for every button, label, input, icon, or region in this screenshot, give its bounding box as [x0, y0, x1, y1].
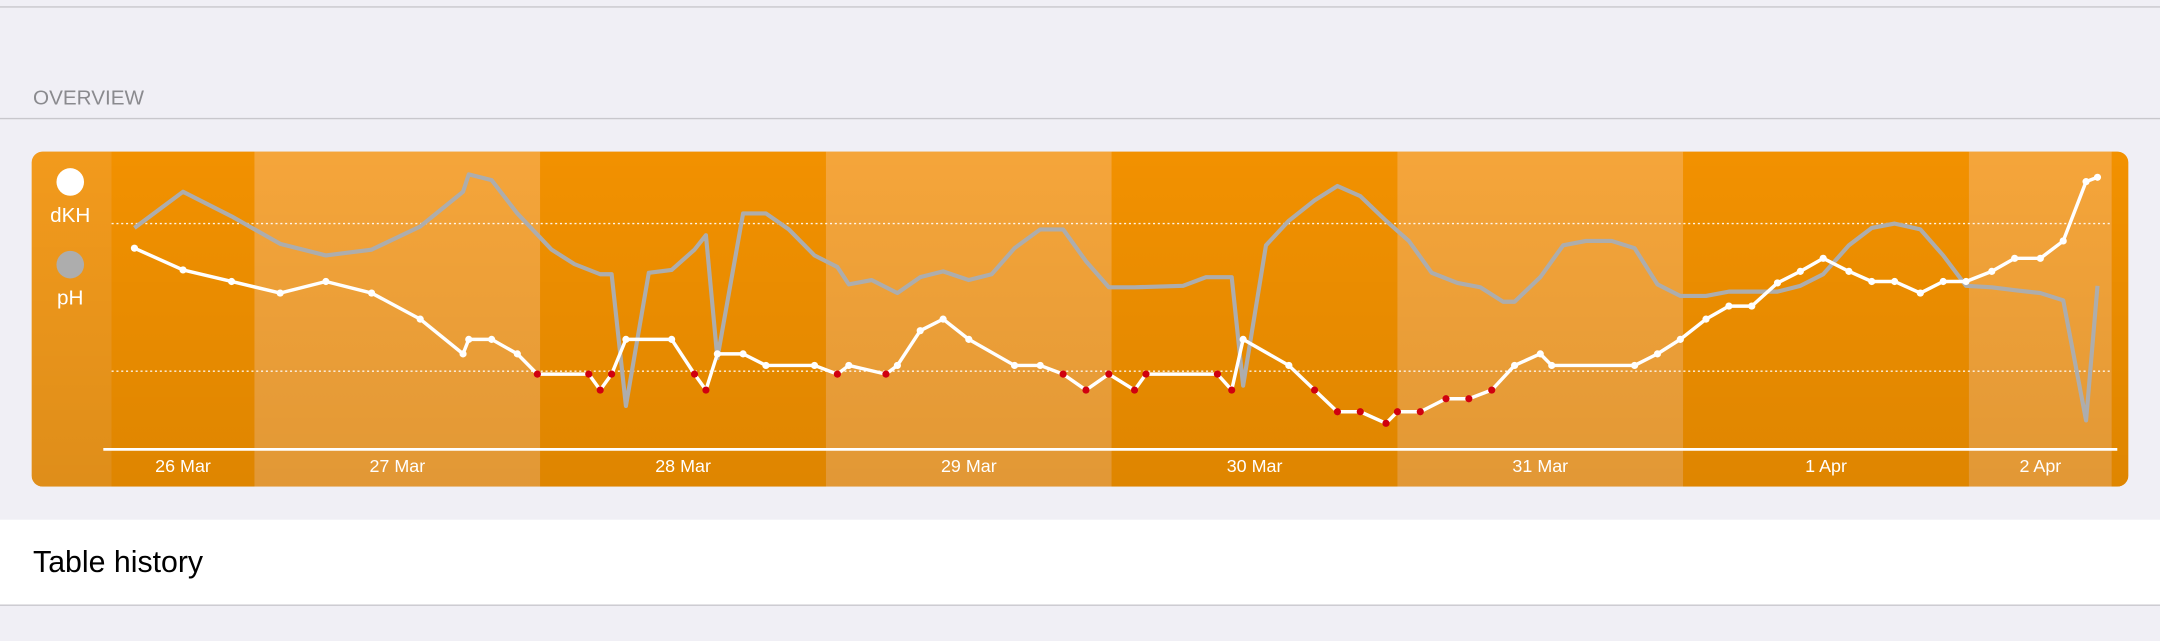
data-point — [1653, 350, 1662, 358]
data-point — [882, 370, 890, 378]
x-tick-label: 29 Mar — [941, 456, 997, 476]
data-point — [1393, 408, 1402, 416]
chart-card: 26 Mar 27 Mar 28 Mar 29 Mar 30 Mar 31 Mar 1 Ap… — [31, 151, 2129, 487]
data-point — [965, 335, 973, 343]
card-shade — [31, 151, 2129, 487]
data-point — [1228, 386, 1236, 394]
data-point — [668, 335, 676, 343]
data-point — [130, 244, 139, 252]
data-point — [1773, 279, 1782, 287]
section-title: OVERVIEW — [33, 87, 144, 110]
x-tick-label: 30 Mar — [1227, 456, 1283, 476]
data-point — [2036, 254, 2044, 262]
data-point — [845, 361, 853, 370]
data-point — [179, 266, 187, 274]
legend-label: pH — [57, 287, 83, 310]
data-point — [916, 327, 924, 335]
data-point — [1213, 370, 1221, 378]
data-point — [833, 370, 841, 378]
x-tick-label: 2 Apr — [2019, 456, 2061, 476]
data-point — [1059, 370, 1067, 378]
data-point — [939, 315, 947, 323]
data-point — [1891, 277, 1899, 286]
data-point — [2059, 237, 2067, 245]
data-point — [513, 350, 521, 358]
data-point — [368, 289, 376, 297]
data-point — [810, 361, 819, 370]
data-point — [596, 386, 604, 394]
data-point — [1916, 289, 1924, 297]
data-point — [1142, 370, 1150, 378]
data-point — [1465, 395, 1473, 403]
data-point — [702, 386, 710, 394]
data-point — [459, 350, 467, 358]
data-point — [1285, 361, 1293, 370]
data-point — [1130, 386, 1139, 394]
data-point — [465, 335, 473, 343]
list-item[interactable]: Table history — [33, 546, 204, 579]
data-point — [1868, 277, 1876, 286]
series-line — [133, 172, 2100, 423]
data-point — [1310, 386, 1319, 394]
data-point — [1536, 350, 1544, 358]
list-row[interactable] — [0, 519, 2160, 606]
data-point — [1382, 419, 1390, 427]
data-point — [1988, 267, 1996, 275]
data-point — [2093, 173, 2102, 181]
data-point — [1748, 302, 1756, 310]
data-point — [1105, 370, 1113, 378]
data-point — [893, 361, 901, 370]
data-point — [1356, 408, 1364, 416]
x-tick-label: 1 Apr — [1805, 456, 1847, 476]
data-point — [1548, 361, 1556, 370]
data-point — [1939, 277, 1947, 286]
data-point — [1082, 386, 1090, 394]
x-tick-label: 31 Mar — [1512, 456, 1568, 476]
legend-label: dKH — [50, 204, 90, 227]
data-point — [228, 277, 236, 286]
data-point — [1845, 267, 1853, 275]
data-point — [1702, 315, 1710, 323]
data-point — [622, 335, 630, 343]
data-point — [1416, 408, 1424, 416]
data-point — [1333, 408, 1342, 416]
x-tick-label: 27 Mar — [369, 456, 425, 476]
data-point — [608, 370, 616, 378]
data-point — [1819, 254, 1827, 262]
data-point — [1442, 395, 1450, 403]
data-point — [1010, 361, 1019, 370]
data-point — [2082, 178, 2090, 186]
data-point — [2011, 254, 2019, 262]
data-point — [585, 370, 593, 378]
data-point — [1725, 302, 1733, 310]
data-point — [1488, 386, 1496, 394]
data-point — [713, 350, 721, 358]
data-point — [276, 289, 284, 297]
data-point — [739, 350, 747, 358]
data-point — [690, 370, 699, 378]
legend-swatch[interactable] — [56, 168, 85, 196]
data-point — [1962, 277, 1970, 286]
data-point — [1796, 267, 1804, 275]
data-point — [762, 361, 770, 370]
data-point — [1511, 361, 1519, 370]
data-point — [1036, 361, 1044, 370]
data-point — [1676, 335, 1684, 343]
data-point — [488, 335, 496, 343]
x-tick-label: 28 Mar — [655, 456, 711, 476]
data-point — [533, 370, 541, 378]
data-point — [322, 277, 330, 286]
data-point — [1631, 361, 1639, 370]
x-tick-label: 26 Mar — [155, 456, 211, 476]
legend-swatch[interactable] — [56, 250, 85, 279]
data-point — [1239, 335, 1247, 343]
data-point — [416, 315, 424, 323]
